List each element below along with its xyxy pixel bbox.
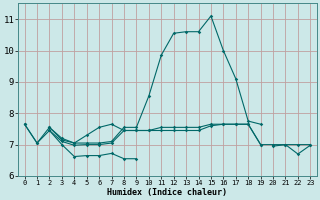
X-axis label: Humidex (Indice chaleur): Humidex (Indice chaleur) [108,188,228,197]
